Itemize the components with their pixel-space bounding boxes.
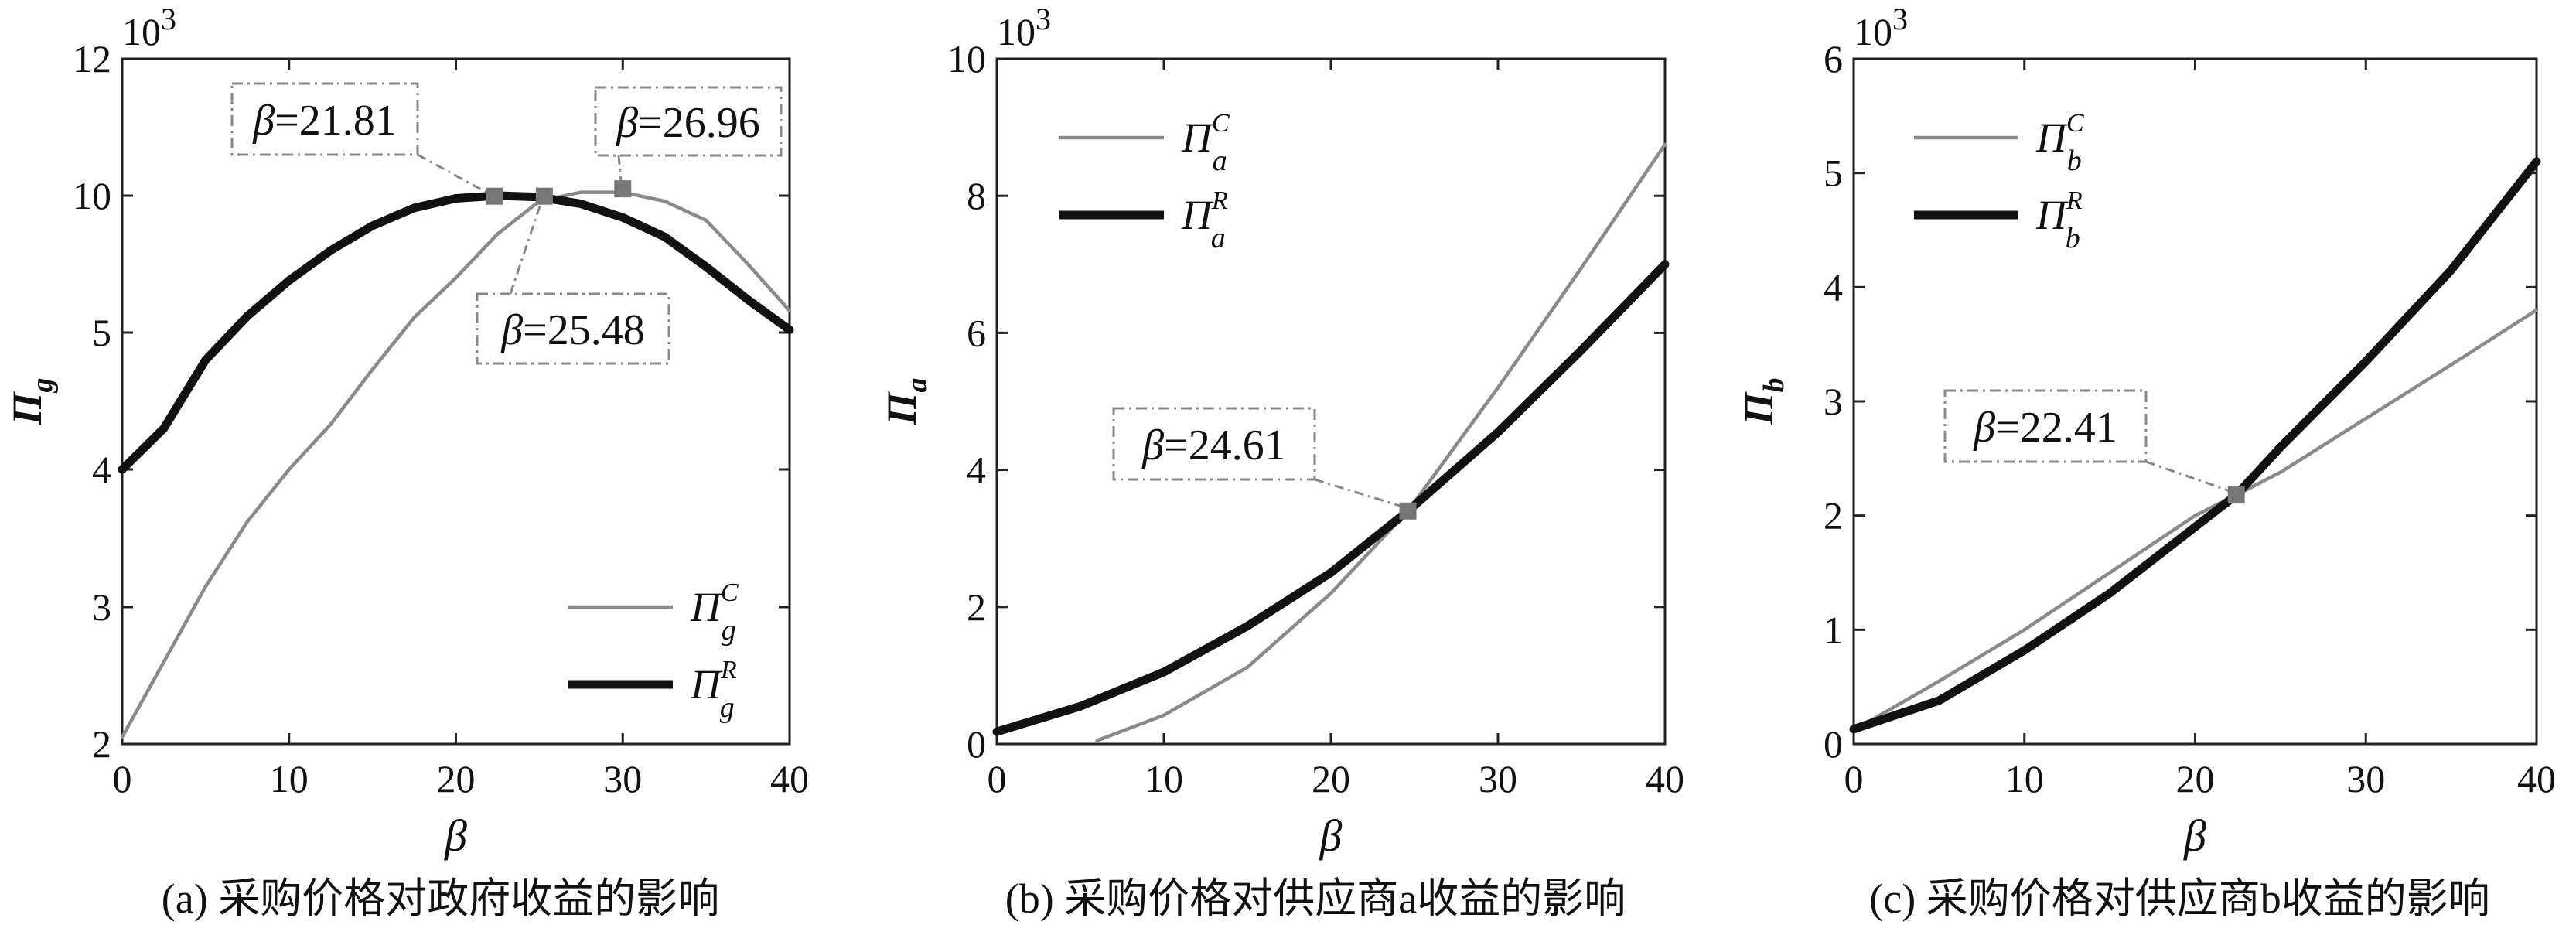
x-tick-label: 40 — [770, 757, 809, 800]
annotation-label: β=25.48 — [500, 306, 644, 354]
x-axis-label: β — [444, 810, 467, 861]
annotation-box — [476, 292, 670, 365]
x-tick-label: 40 — [2517, 757, 2556, 800]
legend-label: ΠC a — [1181, 109, 1230, 177]
y-tick-label: 1 — [1824, 608, 1843, 651]
x-tick-label: 20 — [1312, 757, 1350, 800]
y-tick-label: 6 — [1824, 37, 1843, 80]
x-tick-label: 10 — [2005, 757, 2044, 800]
x-tick-label: 10 — [1145, 757, 1183, 800]
y-tick-label: 6 — [967, 311, 986, 354]
intersection-marker — [614, 180, 632, 198]
annotation-leader — [417, 153, 492, 196]
annotation-box — [230, 82, 419, 156]
x-tick-label: 20 — [437, 757, 476, 800]
axis-exponent: 103 — [1854, 2, 1908, 53]
series-C-line — [1851, 308, 2539, 732]
series-R-line — [1849, 157, 2541, 734]
panel-caption: (c) 采购价格对供应商b收益的影响 — [1869, 875, 2489, 922]
annotation-leader — [2145, 460, 2242, 496]
annotation-label: β=26.96 — [616, 99, 759, 147]
annotation-box — [594, 86, 783, 157]
y-axis-label: Πa — [879, 377, 933, 425]
plot-frame — [995, 57, 1667, 746]
y-tick-label: 3 — [92, 585, 111, 629]
y-tick-label: 12 — [73, 37, 111, 80]
legend-label: ΠR g — [690, 656, 737, 724]
y-tick-label: 0 — [967, 722, 986, 766]
legend-label: ΠR a — [1181, 186, 1228, 254]
intersection-marker — [1399, 502, 1417, 520]
series-R-line — [118, 191, 794, 474]
axis-exponent: 103 — [122, 2, 176, 53]
y-tick-label: 5 — [1824, 152, 1843, 195]
y-tick-label: 5 — [92, 311, 111, 354]
legend-label: ΠC g — [690, 578, 739, 647]
panel-a: 0 10 20 30 40 2 3 4 5 10 12 103 β Πg β=21.81 β=25.48 β=2… — [4, 2, 809, 922]
legend-label: ΠC b — [2035, 109, 2084, 177]
y-tick-label: 2 — [92, 722, 111, 766]
y-tick-label: 10 — [73, 174, 111, 217]
y-tick-label: 0 — [1824, 722, 1843, 766]
annotation-label: β=22.41 — [1973, 404, 2117, 452]
y-tick-label: 2 — [967, 585, 986, 629]
x-tick-label: 0 — [988, 757, 1007, 800]
y-tick-label: 10 — [947, 37, 986, 80]
x-tick-label: 0 — [1844, 757, 1864, 800]
panel-c: 0 10 20 30 40 0 1 2 3 4 5 6 103 β Πb β=22.41 ΠC b ΠR b (c) 采… — [1735, 2, 2556, 922]
intersection-marker — [535, 187, 553, 205]
x-tick-label: 30 — [2346, 757, 2385, 800]
x-axis-label: β — [2183, 810, 2206, 861]
annotation-label: β=21.81 — [252, 97, 396, 145]
x-tick-label: 0 — [113, 757, 132, 800]
y-tick-label: 2 — [1824, 494, 1843, 537]
legend-label: ΠR b — [2035, 186, 2083, 254]
y-axis-label: Πb — [1735, 377, 1790, 425]
annotation-leader — [1314, 478, 1411, 510]
panel-caption: (b) 采购价格对供应商a收益的影响 — [1005, 875, 1626, 922]
series-R-line — [992, 260, 1670, 736]
x-tick-label: 20 — [2176, 757, 2215, 800]
y-axis-label: Πg — [4, 377, 59, 425]
x-tick-label: 30 — [1479, 757, 1517, 800]
y-tick-label: 4 — [1824, 265, 1843, 309]
axis-exponent: 103 — [997, 2, 1051, 53]
x-tick-label: 30 — [603, 757, 642, 800]
annotation-box — [1943, 389, 2148, 463]
intersection-marker — [2227, 486, 2245, 504]
y-tick-label: 4 — [92, 448, 111, 491]
annotation-label: β=24.61 — [1141, 421, 1285, 469]
x-tick-label: 40 — [1646, 757, 1684, 800]
series-C-line — [120, 190, 792, 739]
x-tick-label: 10 — [270, 757, 309, 800]
intersection-marker — [486, 187, 503, 205]
x-axis-label: β — [1319, 810, 1343, 861]
y-tick-label: 3 — [1824, 380, 1843, 423]
annotation-box — [1112, 407, 1316, 481]
y-tick-label: 4 — [967, 449, 986, 492]
y-tick-label: 8 — [967, 174, 986, 217]
plot-frame — [121, 57, 791, 746]
series-C-line — [1095, 142, 1667, 742]
panel-b: 0 10 20 30 40 0 2 4 6 8 10 103 β Πa β=24.61 ΠC a ΠR a (b) 采… — [879, 2, 1684, 922]
annotation-leader — [509, 194, 545, 295]
panel-caption: (a) 采购价格对政府收益的影响 — [162, 875, 719, 922]
